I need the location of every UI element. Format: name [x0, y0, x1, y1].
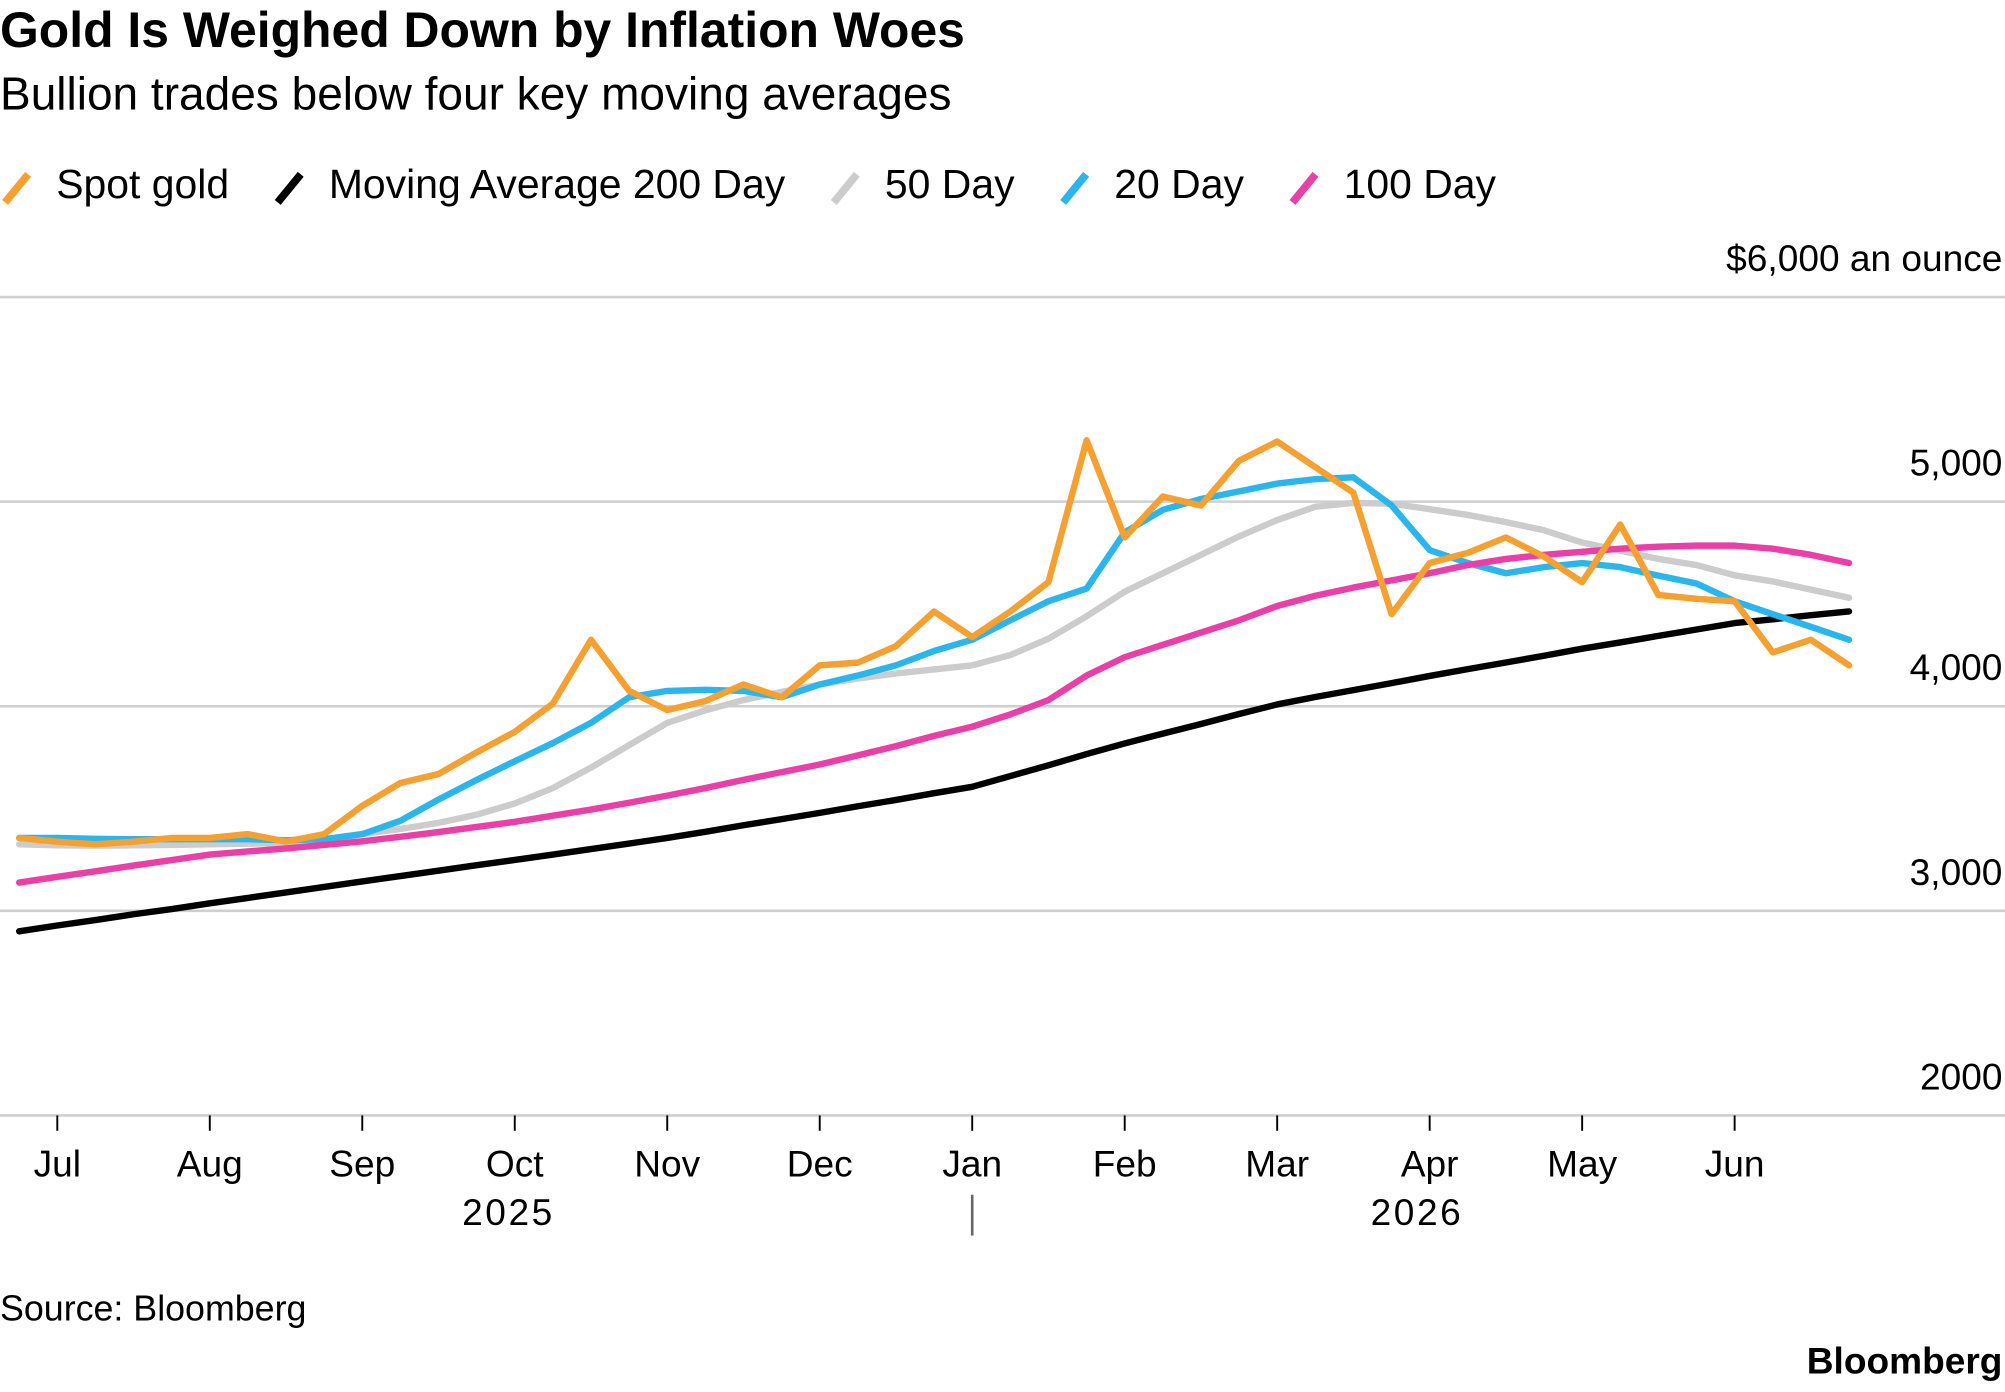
legend-swatch: [2, 171, 32, 205]
chart-title: Gold Is Weighed Down by Inflation Woes: [0, 2, 965, 58]
y-tick-label: 3,000: [1910, 851, 2003, 893]
x-tick-label: Mar: [1245, 1142, 1309, 1184]
series-line: [15, 542, 1853, 886]
source-note: Source: Bloomberg: [0, 1289, 306, 1329]
x-tick-label: Dec: [787, 1142, 853, 1184]
x-axis: Jul Aug Sep Oct Nov Dec Jan Feb Mar Apr May Jun 2025…: [34, 1115, 1765, 1236]
x-tick-label: Jul: [34, 1142, 81, 1184]
chart-subtitle: Bullion trades below four key moving ave…: [0, 68, 952, 120]
legend-swatch: [1289, 171, 1319, 205]
legend-label: 50 Day: [885, 161, 1015, 207]
plot-area: [15, 437, 1853, 935]
legend-label: Spot gold: [56, 161, 229, 207]
x-tick-label: Oct: [486, 1142, 544, 1184]
series-line: [15, 608, 1853, 935]
x-tick-label: Jan: [942, 1142, 1002, 1184]
year-label: 2025: [462, 1191, 555, 1233]
x-tick-label: Apr: [1401, 1142, 1459, 1184]
legend-swatch: [274, 171, 304, 205]
legend-swatch: [1060, 171, 1090, 205]
legend-swatch: [830, 171, 860, 205]
y-tick-label: 2000: [1920, 1055, 2002, 1097]
x-tick-label: Nov: [634, 1142, 700, 1184]
x-tick-label: Aug: [177, 1142, 243, 1184]
grid: 2000 3,000 4,000 5,000 $6,000 an ounce: [0, 237, 2005, 1117]
y-tick-label: 5,000: [1910, 442, 2003, 484]
y-tick-label: 4,000: [1910, 646, 2003, 688]
x-tick-label: May: [1547, 1142, 1618, 1184]
x-tick-label: Feb: [1093, 1142, 1157, 1184]
x-tick-label: Sep: [329, 1142, 395, 1184]
legend-label: 20 Day: [1114, 161, 1244, 207]
year-label: 2026: [1371, 1191, 1464, 1233]
legend: Spot gold Moving Average 200 Day 50 Day 20 …: [2, 161, 1497, 207]
series-line: [15, 474, 1853, 844]
x-tick-label: Jun: [1705, 1142, 1765, 1184]
brand: Bloomberg: [1807, 1339, 2003, 1381]
legend-label: 100 Day: [1344, 161, 1497, 207]
y-tick-label: $6,000 an ounce: [1726, 237, 2002, 279]
series-line: [15, 437, 1853, 848]
legend-label: Moving Average 200 Day: [329, 161, 786, 207]
